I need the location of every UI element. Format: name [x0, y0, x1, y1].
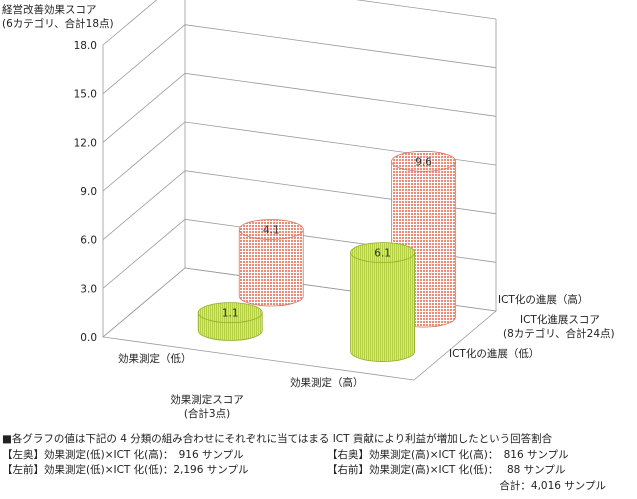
- gridline: [102, 72, 497, 143]
- y-axis-title-line1: 経営改善効果スコア: [2, 3, 97, 16]
- grid-lines: [102, 0, 497, 381]
- y-axis-title-line2: (6カテゴリ、合計18点): [2, 17, 114, 30]
- footnote-left-back: 【左奥】効果測定(低)×ICT 化(高)： 916 サンプル: [2, 448, 244, 461]
- y-tick-label: 12.0: [74, 137, 97, 149]
- x-axis-title-line2: (合計3点): [184, 407, 230, 420]
- bar-top: [350, 242, 416, 264]
- y-tick-label: 6.0: [80, 235, 97, 247]
- x-axis-title-line1: 効果測定スコア: [170, 393, 244, 406]
- footnote-right-front: 【右前】効果測定(高)×ICT 化(低)： 88 サンプル: [327, 464, 566, 476]
- bar-top: [197, 302, 263, 324]
- bar-body: [350, 252, 416, 362]
- y-axis-ticks: 0.0 3.0 6.0 9.0 12.0 15.0 18.0: [74, 40, 97, 344]
- x-category-high: 効果測定（高）: [290, 376, 364, 389]
- bar: 6.1: [350, 242, 416, 362]
- bar-value-label: 1.1: [222, 308, 239, 320]
- bar: 4.1: [238, 219, 304, 307]
- z-category-high: ICT化の進展（高）: [498, 293, 588, 306]
- footnote-left-front: 【左前】効果測定(低)×ICT 化(低)：2,196 サンプル: [2, 464, 249, 476]
- y-tick-label: 9.0: [80, 186, 97, 198]
- footnote-total: 合計：4,016 サンプル: [499, 479, 606, 492]
- bar-top: [391, 150, 457, 172]
- footnote-right-back: 【右奥】効果測定(高)×ICT 化(高)： 816 サンプル: [327, 448, 569, 461]
- gridline: [102, 24, 497, 95]
- bar: 1.1: [197, 302, 263, 341]
- bar-value-label: 4.1: [263, 224, 280, 236]
- gridline: [102, 0, 497, 46]
- z-axis-title-line2: (8カテゴリ、合計24点): [503, 327, 615, 340]
- y-tick-label: 15.0: [74, 89, 97, 101]
- bar-value-label: 6.1: [374, 248, 391, 260]
- y-tick-label: 18.0: [74, 40, 97, 52]
- bar-value-label: 9.6: [415, 156, 432, 168]
- z-category-low: ICT化の進展（低）: [449, 347, 539, 360]
- x-category-low: 効果測定（低）: [118, 352, 192, 365]
- gridline: [102, 121, 497, 192]
- chart-3d-bar: 経営改善効果スコア (6カテゴリ、合計18点) 0.0 3.0 6.0 9.0 12.0…: [2, 0, 615, 420]
- y-tick-label: 3.0: [80, 283, 97, 295]
- chart-footnote: ■各グラフの値は下記の 4 分類の組み合わせにそれぞれに当てはまる ICT 貢献…: [2, 432, 636, 494]
- z-axis-title-line1: ICT化進展スコア: [520, 313, 600, 326]
- y-tick-label: 0.0: [80, 332, 97, 344]
- footnote-headline: ■各グラフの値は下記の 4 分類の組み合わせにそれぞれに当てはまる ICT 貢献…: [2, 433, 553, 445]
- bar-top: [238, 219, 304, 240]
- bar-body: [238, 229, 304, 307]
- bars: 4.1 9.6 1.1 6.1: [197, 150, 457, 362]
